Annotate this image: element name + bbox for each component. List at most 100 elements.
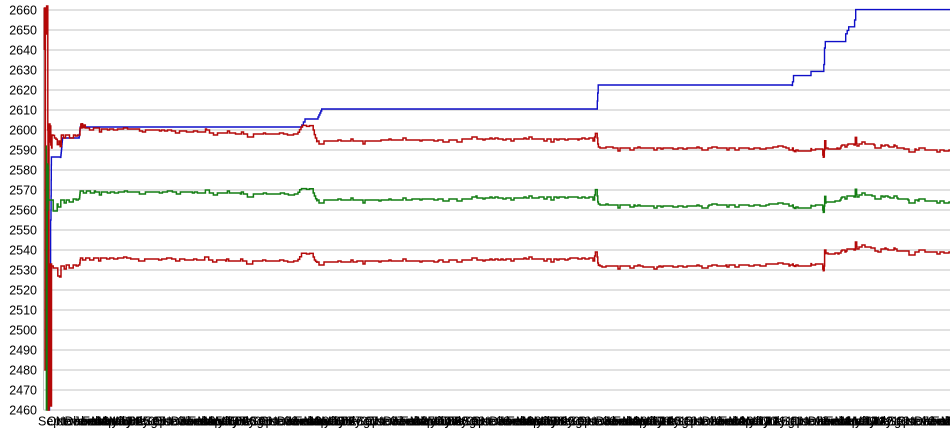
svg-text:December 12: December 12 — [914, 415, 950, 429]
svg-text:January 09: January 09 — [498, 415, 560, 429]
svg-text:December 06: December 06 — [277, 415, 352, 429]
svg-text:2570: 2570 — [9, 184, 37, 198]
svg-text:August 10: August 10 — [666, 415, 722, 429]
svg-text:September 10: September 10 — [675, 415, 754, 429]
svg-text:October 08: October 08 — [472, 415, 534, 429]
svg-text:2560: 2560 — [9, 204, 37, 218]
svg-text:June 07: June 07 — [330, 415, 375, 429]
svg-text:2630: 2630 — [9, 64, 37, 78]
svg-text:November 08: November 08 — [481, 415, 556, 429]
svg-text:January 12: January 12 — [817, 415, 879, 429]
svg-text:July 06: July 06 — [233, 415, 273, 429]
svg-text:September 04: September 04 — [38, 415, 117, 429]
svg-text:July 05: July 05 — [127, 415, 167, 429]
svg-text:January 10: January 10 — [604, 415, 666, 429]
svg-text:January 05: January 05 — [73, 415, 135, 429]
svg-text:April 09: April 09 — [525, 415, 567, 429]
svg-text:May 05: May 05 — [109, 415, 150, 429]
svg-text:April 12: April 12 — [843, 415, 885, 429]
svg-text:March 05: March 05 — [91, 415, 143, 429]
svg-text:March 09: March 09 — [516, 415, 568, 429]
svg-text:August 05: August 05 — [135, 415, 191, 429]
svg-text:March 11: March 11 — [728, 415, 779, 429]
svg-text:October 10: October 10 — [684, 415, 746, 429]
svg-text:November 04: November 04 — [56, 415, 131, 429]
svg-text:December 07: December 07 — [383, 415, 458, 429]
svg-text:August 06: August 06 — [242, 415, 298, 429]
svg-text:July 12: July 12 — [870, 415, 910, 429]
svg-text:February 07: February 07 — [295, 415, 362, 429]
svg-text:March 10: March 10 — [622, 415, 674, 429]
svg-text:May 12: May 12 — [852, 415, 893, 429]
svg-text:July 07: July 07 — [339, 415, 379, 429]
svg-text:September 12: September 12 — [888, 415, 950, 429]
svg-text:2580: 2580 — [9, 164, 37, 178]
svg-text:November 10: November 10 — [693, 415, 768, 429]
svg-text:2470: 2470 — [9, 384, 37, 398]
svg-text:February 13: February 13 — [932, 415, 950, 429]
svg-text:February 12: February 12 — [826, 415, 893, 429]
svg-text:July 10: July 10 — [658, 415, 698, 429]
svg-text:2660: 2660 — [9, 4, 37, 18]
svg-text:June 08: June 08 — [436, 415, 481, 429]
svg-text:September 08: September 08 — [463, 415, 542, 429]
svg-text:July 08: July 08 — [445, 415, 485, 429]
svg-text:2650: 2650 — [9, 24, 37, 38]
svg-text:January 11: January 11 — [711, 415, 772, 429]
svg-text:June 09: June 09 — [543, 415, 588, 429]
svg-text:June 05: June 05 — [118, 415, 163, 429]
svg-text:2550: 2550 — [9, 224, 37, 238]
svg-text:December 08: December 08 — [489, 415, 564, 429]
svg-text:August 11: August 11 — [773, 415, 828, 429]
svg-text:July 09: July 09 — [551, 415, 591, 429]
svg-text:August 07: August 07 — [348, 415, 404, 429]
svg-text:June 11: June 11 — [755, 415, 799, 429]
svg-text:November 09: November 09 — [587, 415, 662, 429]
svg-text:2610: 2610 — [9, 104, 37, 118]
svg-text:August 09: August 09 — [560, 415, 616, 429]
svg-text:September 07: September 07 — [357, 415, 436, 429]
svg-text:2530: 2530 — [9, 264, 37, 278]
svg-text:February 06: February 06 — [188, 415, 255, 429]
svg-text:October 05: October 05 — [153, 415, 215, 429]
svg-text:April 06: April 06 — [206, 415, 248, 429]
svg-text:March 12: March 12 — [835, 415, 887, 429]
svg-text:August 12: August 12 — [879, 415, 935, 429]
svg-text:December 10: December 10 — [702, 415, 777, 429]
svg-text:December 09: December 09 — [596, 415, 671, 429]
svg-text:August 08: August 08 — [454, 415, 510, 429]
svg-text:May 06: May 06 — [215, 415, 256, 429]
svg-text:February 08: February 08 — [401, 415, 468, 429]
svg-text:May 10: May 10 — [640, 415, 681, 429]
svg-text:April 05: April 05 — [100, 415, 142, 429]
svg-text:July 11: July 11 — [764, 415, 803, 429]
svg-text:June 06: June 06 — [224, 415, 269, 429]
svg-text:December 04: December 04 — [65, 415, 140, 429]
svg-text:October 04: October 04 — [47, 415, 109, 429]
svg-text:October 11: October 11 — [790, 415, 851, 429]
svg-text:January 13: January 13 — [923, 415, 950, 429]
svg-text:September 05: September 05 — [144, 415, 223, 429]
svg-text:2520: 2520 — [9, 284, 37, 298]
svg-text:April 11: April 11 — [737, 415, 779, 429]
svg-text:November 06: November 06 — [268, 415, 343, 429]
svg-text:November 12: November 12 — [905, 415, 950, 429]
svg-text:September 06: September 06 — [250, 415, 329, 429]
svg-text:June 10: June 10 — [649, 415, 694, 429]
svg-text:May 07: May 07 — [321, 415, 362, 429]
svg-text:2460: 2460 — [9, 404, 37, 418]
svg-text:January 06: January 06 — [180, 415, 242, 429]
svg-text:December 05: December 05 — [171, 415, 246, 429]
svg-text:November 11: November 11 — [799, 415, 873, 429]
svg-text:March 08: March 08 — [410, 415, 462, 429]
svg-text:April 07: April 07 — [312, 415, 354, 429]
svg-text:May 09: May 09 — [534, 415, 575, 429]
svg-text:2600: 2600 — [9, 124, 37, 138]
svg-text:December 11: December 11 — [808, 415, 882, 429]
svg-text:2540: 2540 — [9, 244, 37, 258]
svg-text:October 07: October 07 — [365, 415, 427, 429]
svg-text:November 05: November 05 — [162, 415, 237, 429]
svg-text:October 06: October 06 — [259, 415, 321, 429]
svg-text:September 09: September 09 — [569, 415, 648, 429]
svg-text:February 11: February 11 — [719, 415, 786, 429]
